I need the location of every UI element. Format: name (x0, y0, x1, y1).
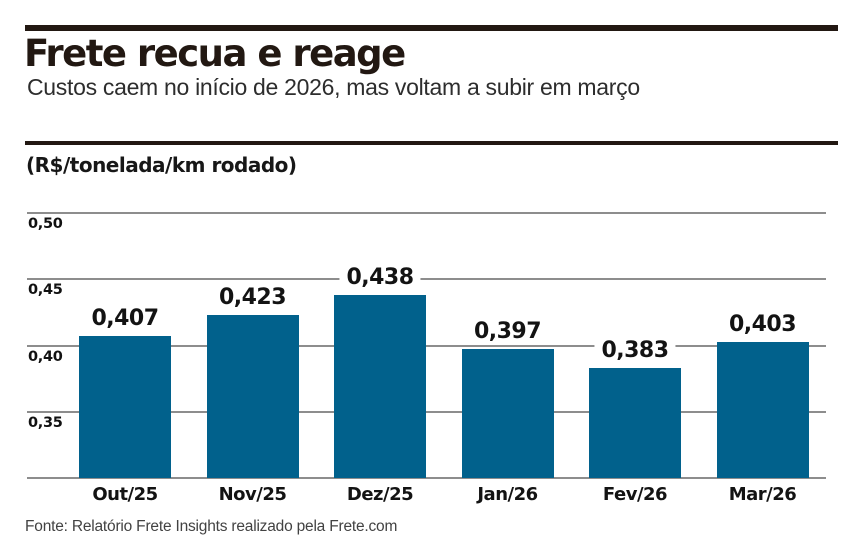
bar-value-label: 0,383 (594, 338, 676, 365)
y-tick-label: 0,40 (28, 348, 63, 365)
gridline-0,40 (27, 344, 826, 347)
header-divider-rule (25, 141, 838, 145)
gridline-0,50 (27, 212, 826, 214)
x-axis-label: Nov/25 (218, 484, 287, 505)
bar-Out/25 (79, 336, 171, 478)
x-axis-label: Jan/26 (477, 484, 538, 505)
x-axis-label: Dez/25 (346, 484, 414, 505)
x-axis-line (27, 477, 826, 479)
bar-Dez/25 (334, 295, 426, 478)
bar-value-label: 0,397 (466, 319, 549, 346)
x-axis-label: Mar/26 (728, 484, 797, 505)
chart-subtitle: Custos caem no início de 2026, mas volta… (27, 74, 640, 100)
unit-label: (R$/tonelada/km rodado) (26, 153, 297, 177)
bar-Mar/26 (716, 341, 809, 478)
x-axis-label: Fev/26 (602, 484, 668, 505)
y-tick-label: 0,35 (28, 414, 63, 431)
y-tick-label: 0,50 (28, 216, 63, 232)
bar-Nov/25 (206, 315, 299, 478)
plot-area: 0,50 0,45 0,40 0,35 0,407 Out/25 0,423 Nov/25 0,… (27, 212, 826, 505)
bar-Jan/26 (461, 349, 554, 478)
top-rule (25, 25, 838, 31)
gridline-0,35 (27, 410, 826, 413)
bar-value-label: 0,407 (84, 306, 166, 333)
bar-value-label: 0,403 (721, 311, 804, 338)
bar-value-label: 0,438 (339, 265, 421, 292)
bar-Fev/26 (589, 368, 681, 478)
bar-value-label: 0,423 (211, 285, 294, 312)
x-axis-label: Out/25 (92, 484, 158, 505)
source-note: Fonte: Relatório Frete Insights realizad… (25, 518, 398, 535)
y-tick-label: 0,45 (28, 282, 63, 299)
gridline-0,45 (27, 278, 826, 281)
chart-title: Frete recua e reage (24, 32, 406, 75)
